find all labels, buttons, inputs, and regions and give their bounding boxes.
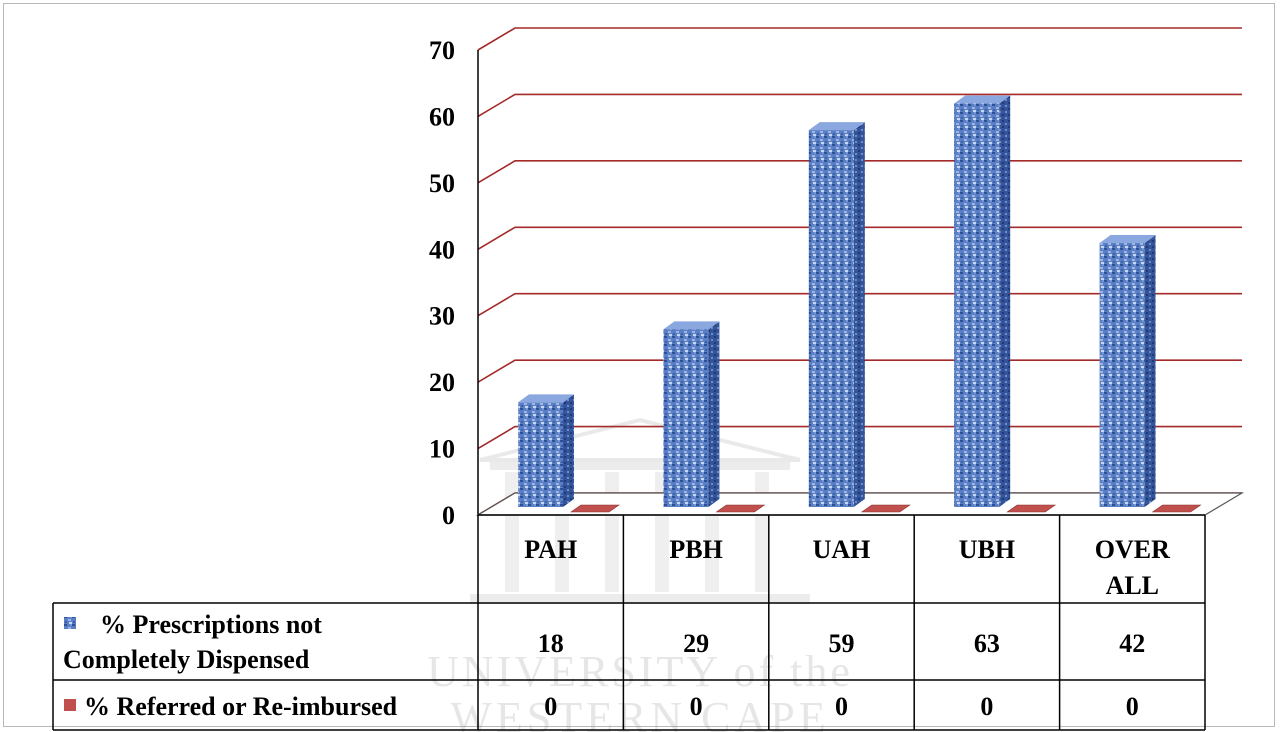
bar-over-all: [1099, 235, 1156, 507]
legend-label-series1: Completely Dispensed: [63, 645, 310, 674]
y-tick-label: 60: [429, 102, 455, 131]
data-label-series1: 42: [1119, 629, 1145, 658]
bar-pbh: [663, 321, 720, 507]
y-tick-label: 10: [429, 435, 455, 464]
data-label-series1: 29: [683, 629, 709, 658]
data-label-series2: 0: [544, 692, 557, 721]
data-label-series2: 0: [1126, 692, 1139, 721]
watermark-line1: UNIVERSITY of the: [427, 647, 853, 696]
y-tick-label: 0: [442, 501, 455, 530]
y-tick-label: 30: [429, 302, 455, 331]
x-category-label: UBH: [959, 535, 1015, 564]
bar-series2-pbh: [715, 504, 766, 513]
x-category-label: ALL: [1106, 571, 1159, 600]
data-label-series2: 0: [835, 692, 848, 721]
x-category-label: UAH: [813, 535, 871, 564]
bar-pah: [518, 394, 574, 507]
y-tick-label: 40: [429, 235, 455, 264]
bar-series2-uah: [860, 504, 911, 513]
data-label-series1: 59: [829, 629, 855, 658]
bar-series2-pah: [570, 504, 620, 513]
gridline: [477, 93, 1242, 118]
x-category-label: PBH: [669, 535, 722, 564]
data-label-series2: 0: [980, 692, 993, 721]
data-label-series1: 18: [538, 629, 564, 658]
data-label-series2: 0: [690, 692, 703, 721]
data-label-series1: 63: [974, 629, 1000, 658]
bar-series2-over-all: [1151, 504, 1202, 513]
bar-ubh: [954, 95, 1011, 507]
x-category-label: OVER: [1095, 535, 1170, 564]
bar-uah: [808, 122, 865, 508]
y-tick-label: 50: [429, 169, 455, 198]
data-table: PAH PBH UAH UBH OVER ALL % Prescriptions not Co…: [52, 514, 1206, 731]
watermark-line2: WESTERN CAPE: [450, 693, 829, 732]
bar-series2-ubh: [1006, 504, 1057, 513]
watermark-logo: UNIVERSITY of the WESTERN CAPE: [427, 417, 853, 732]
y-tick-label: 20: [429, 368, 455, 397]
legend-label-series2: % Referred or Re-imbursed: [84, 692, 398, 721]
x-category-label: PAH: [524, 535, 577, 564]
chart-frame: [3, 3, 1275, 727]
legend-label-series1: % Prescriptions not: [100, 610, 322, 639]
legend-key-series1: [64, 617, 76, 629]
y-tick-label: 70: [429, 36, 455, 65]
legend-key-series2: [64, 699, 76, 711]
gridline: [477, 27, 1242, 51]
bars-layer: [518, 95, 1202, 513]
